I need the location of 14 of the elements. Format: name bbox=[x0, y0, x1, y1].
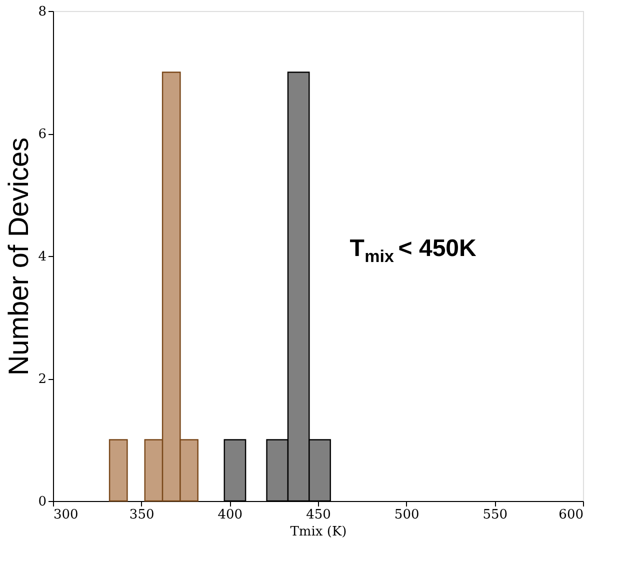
x-tick-label: 450 bbox=[306, 508, 331, 522]
x-tick-label: 400 bbox=[218, 508, 243, 522]
x-tick-label: 350 bbox=[129, 508, 154, 522]
y-tick-label: 0 bbox=[38, 494, 46, 510]
y-tick-label: 8 bbox=[38, 4, 46, 20]
y-axis-title: Number of Devices bbox=[3, 137, 34, 376]
x-tick-label: 600 bbox=[558, 508, 584, 522]
x-axis-title: Tmix (K) bbox=[290, 524, 347, 540]
y-tick-label: 2 bbox=[38, 372, 46, 387]
x-tick-label: 300 bbox=[54, 508, 78, 522]
y-tick-label: 4 bbox=[38, 250, 46, 264]
x-tick-label: 500 bbox=[394, 508, 420, 522]
y-tick-label: 6 bbox=[38, 127, 46, 142]
x-tick-label: 550 bbox=[482, 508, 508, 522]
